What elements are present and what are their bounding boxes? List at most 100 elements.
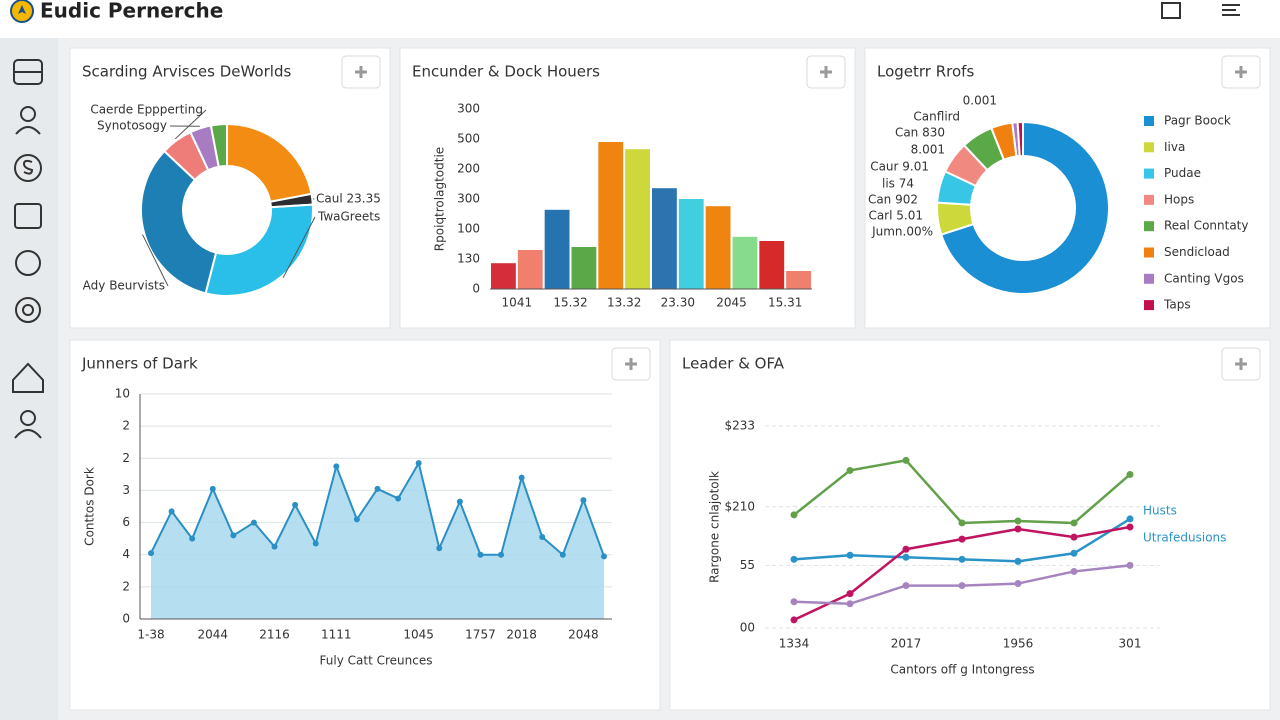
x-tick-label: 301 <box>1119 637 1142 651</box>
slice-annotation: Carl 5.01 <box>868 209 923 223</box>
legend-label: Canting Vgos <box>1164 271 1244 285</box>
legend-swatch <box>1144 300 1154 311</box>
legend-swatch <box>1144 247 1154 258</box>
legend-label: Iiva <box>1164 140 1185 154</box>
point <box>168 508 175 515</box>
point <box>1126 470 1134 478</box>
legend-label: Taps <box>1163 298 1191 312</box>
slice-annotation: Can 830 <box>895 126 945 140</box>
y-tick-label: 4 <box>122 547 130 561</box>
point <box>846 551 854 559</box>
nav-icon-line <box>14 429 42 439</box>
point <box>1126 561 1134 569</box>
y-tick-label: 200 <box>457 162 480 176</box>
nav-icon[interactable] <box>14 203 42 229</box>
x-tick-label: 2018 <box>506 628 537 642</box>
nav-icon-line <box>15 126 41 135</box>
point <box>1126 523 1134 531</box>
bar <box>652 188 677 289</box>
point <box>958 582 966 590</box>
add-button-icon <box>820 66 832 78</box>
slice-label: Synotosogy <box>97 119 167 133</box>
point <box>846 600 854 608</box>
nav-icon[interactable] <box>12 362 44 393</box>
point <box>902 456 910 464</box>
y-tick-label: 55 <box>740 558 755 572</box>
legend-label: Sendicload <box>1164 245 1230 259</box>
x-tick-label: 1-38 <box>137 628 164 642</box>
x-tick-label: 1757 <box>465 628 496 642</box>
add-button-icon <box>355 66 367 78</box>
x-tick-label: 15.32 <box>553 296 587 310</box>
nav-icon[interactable] <box>20 106 36 122</box>
menu-icon[interactable] <box>1222 4 1240 16</box>
point <box>333 463 340 470</box>
slice-annotation: lis 74 <box>882 177 914 191</box>
sidebar <box>0 38 58 720</box>
bar <box>786 271 811 289</box>
nav-icon[interactable] <box>15 297 41 323</box>
point <box>790 555 798 563</box>
y-tick-label: 6 <box>122 515 130 529</box>
point <box>1014 517 1022 525</box>
point <box>846 590 854 598</box>
y-tick-label: 100 <box>457 222 480 236</box>
point <box>958 519 966 527</box>
panel <box>864 47 1271 329</box>
slice-label: Ady Beurvists <box>83 279 165 293</box>
bar <box>544 209 570 289</box>
nav-icon[interactable] <box>20 410 36 426</box>
point <box>1014 557 1022 565</box>
point <box>902 553 910 561</box>
panel-title: Junners of Dark <box>81 355 198 373</box>
y-tick-label: 2 <box>122 579 130 593</box>
point <box>1014 525 1022 533</box>
point <box>477 551 484 558</box>
add-button-icon <box>1235 358 1247 370</box>
point <box>189 535 196 542</box>
point <box>498 551 505 558</box>
point <box>902 582 910 590</box>
y-tick-label: $210 <box>724 499 755 513</box>
y-tick-label: 500 <box>457 132 480 146</box>
y-tick-label: 300 <box>457 102 480 116</box>
panel-title: Encunder & Dock Houers <box>412 63 600 81</box>
point <box>353 516 360 523</box>
point <box>790 511 798 519</box>
sidebar-icons <box>12 59 44 439</box>
y-axis-label: Rpoiqtrolagtodtie <box>433 147 447 251</box>
point <box>271 543 278 550</box>
legend-label: Hops <box>1164 192 1194 206</box>
point <box>415 460 422 467</box>
legend-swatch <box>1144 273 1154 284</box>
app-title: Eudic Pernerche <box>40 0 223 23</box>
slice-annotation: Caur 9.01 <box>870 160 929 174</box>
point <box>456 498 463 505</box>
nav-icon[interactable] <box>15 250 41 276</box>
x-tick-label: 1111 <box>321 628 352 642</box>
x-tick-label: 1041 <box>502 296 533 310</box>
point <box>436 545 443 552</box>
nav-icon[interactable] <box>14 154 42 182</box>
x-tick-label: 1045 <box>403 628 434 642</box>
point <box>1070 519 1078 527</box>
point <box>1070 567 1078 575</box>
point <box>846 466 854 474</box>
panel <box>669 339 1271 711</box>
point <box>312 540 319 547</box>
panel-title: Scarding Arvisces DeWorlds <box>82 63 291 81</box>
x-tick-label: 15.31 <box>768 296 802 310</box>
window-icon[interactable] <box>1161 2 1181 19</box>
y-tick-label: 00 <box>740 621 755 635</box>
x-tick-label: 13.32 <box>607 296 641 310</box>
point <box>902 545 910 553</box>
legend-swatch <box>1144 194 1154 205</box>
bar <box>625 149 650 289</box>
bar <box>732 236 758 289</box>
point <box>1126 515 1134 523</box>
slice-annotation: Jumn.00% <box>871 225 933 239</box>
point <box>958 555 966 563</box>
annotation: Utrafedusions <box>1143 531 1226 545</box>
point <box>790 616 798 624</box>
